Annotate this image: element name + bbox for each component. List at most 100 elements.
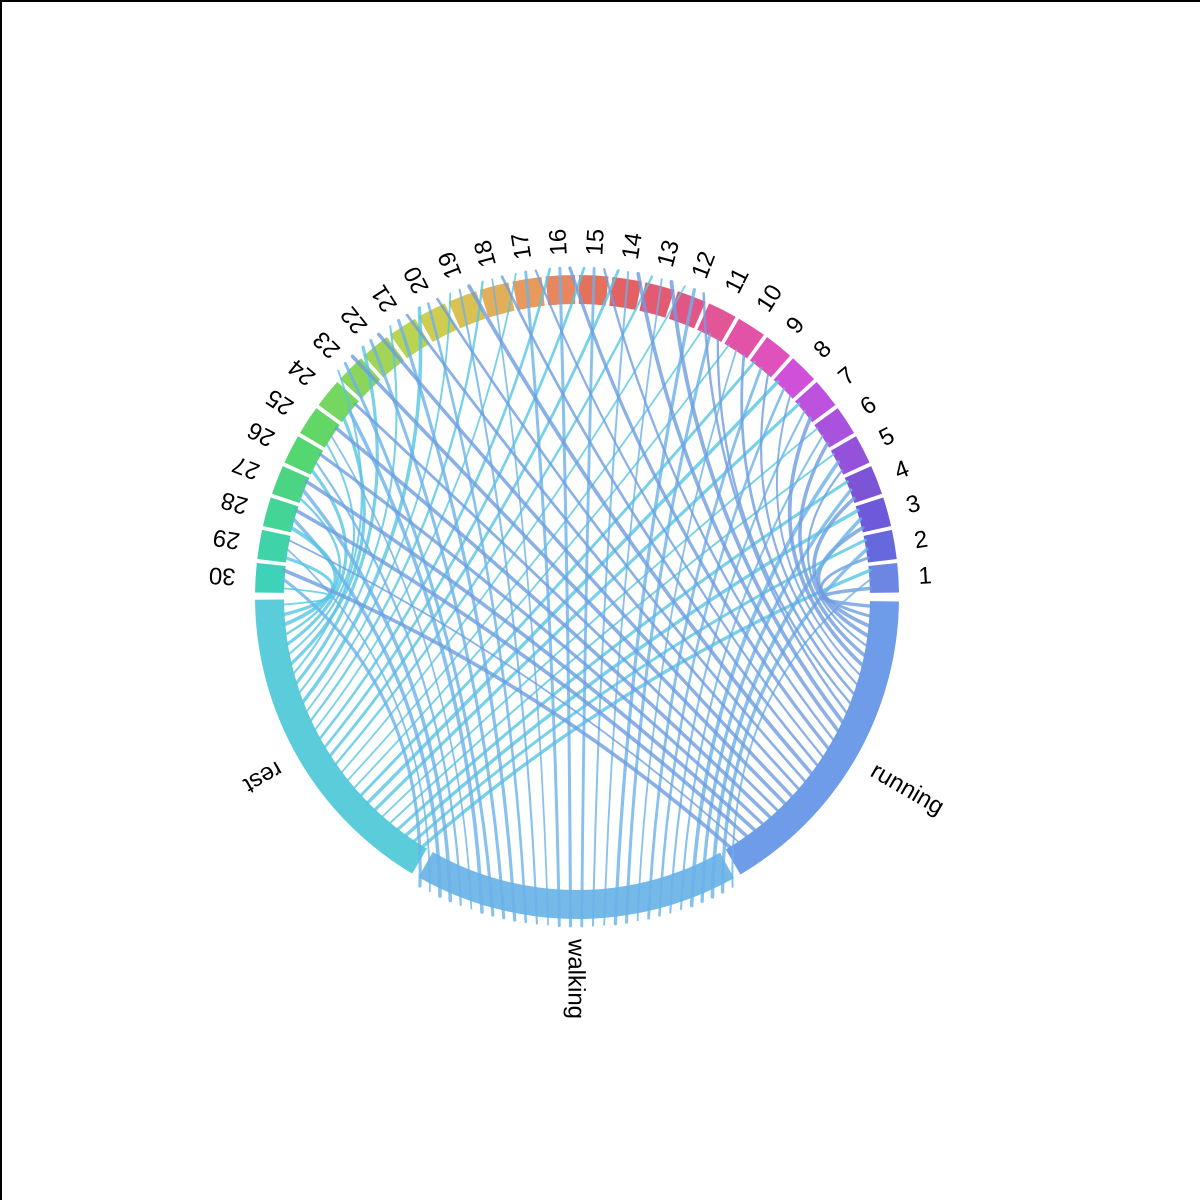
sector-label-8: 8 <box>808 335 837 364</box>
sector-arc-2 <box>863 529 897 563</box>
chord-link-20-rest <box>300 306 423 705</box>
chord-link-15-rest <box>323 266 586 750</box>
chord-link-3-running <box>816 525 872 629</box>
sector-label-19: 19 <box>433 248 468 283</box>
sector-arc-29 <box>257 529 291 563</box>
chord-link-11-rest <box>346 329 703 782</box>
sector-label-24: 24 <box>283 353 321 391</box>
sector-arc-18 <box>479 282 515 318</box>
sector-label-running: running <box>866 757 949 821</box>
chord-link-16-running <box>568 266 831 751</box>
chord-link-30-running <box>282 568 733 850</box>
sector-label-26: 26 <box>243 416 279 452</box>
chord-link-19-walking <box>458 288 538 925</box>
sector-label-28: 28 <box>218 486 251 519</box>
chord-link-10-walking <box>636 349 738 922</box>
chord-link-27-walking <box>301 488 453 903</box>
sector-label-10: 10 <box>751 280 788 317</box>
chord-links <box>281 266 873 928</box>
chord-link-28-rest <box>282 525 338 627</box>
chord-link-18-rest <box>309 280 484 723</box>
chord-link-14-rest <box>328 269 620 758</box>
chord-link-7-running <box>787 416 865 668</box>
sector-label-27: 27 <box>229 450 264 485</box>
sector-label-12: 12 <box>686 248 721 283</box>
sector-arc-12 <box>668 291 706 329</box>
chord-link-26-walking <box>314 460 462 906</box>
sector-label-14: 14 <box>617 231 648 262</box>
chord-link-12-running <box>702 292 849 715</box>
image-border-left <box>0 0 2 1200</box>
chord-link-4-rest <box>395 480 849 832</box>
chord-link-18-walking <box>491 278 549 926</box>
chord-link-20-running <box>436 297 807 784</box>
chord-link-14-running <box>636 271 841 734</box>
chord-link-13-running <box>669 279 845 725</box>
chord-link-8-walking <box>658 387 786 917</box>
sector-label-rest: rest <box>239 755 287 798</box>
chord-link-22-walking <box>369 339 506 920</box>
chord-link-9-walking <box>647 366 763 920</box>
sector-label-walking: walking <box>562 938 589 1019</box>
chord-link-18-running <box>500 275 820 768</box>
chord-link-5-walking <box>689 460 841 908</box>
sector-label-21: 21 <box>366 280 403 317</box>
sector-arc-rest <box>255 599 427 874</box>
sector-label-1: 1 <box>918 562 933 590</box>
chord-link-30-walking <box>281 577 422 888</box>
chord-link-4-walking <box>700 488 853 903</box>
chord-link-26-running <box>318 452 765 827</box>
sector-label-5: 5 <box>875 422 899 452</box>
image-border-top <box>0 0 1200 2</box>
sector-arc-running <box>725 601 899 875</box>
sector-arc-1 <box>868 562 899 593</box>
chord-link-27-running <box>304 479 758 833</box>
chord-link-21-running <box>405 313 801 791</box>
chord-link-22-running <box>377 332 795 799</box>
sector-arc-9 <box>749 337 791 378</box>
chord-link-21-walking <box>397 318 517 922</box>
chord-link-13-walking <box>603 278 663 926</box>
sector-label-11: 11 <box>719 264 754 298</box>
chord-link-24-running <box>353 402 780 813</box>
sector-label-29: 29 <box>211 523 242 554</box>
sector-arc-walking <box>418 852 735 919</box>
chord-link-29-rest <box>281 556 335 617</box>
sector-arc-5 <box>830 436 870 475</box>
sector-label-17: 17 <box>506 231 537 262</box>
chord-link-24-walking <box>347 409 484 914</box>
sector-arc-25 <box>299 408 340 448</box>
sector-arc-26 <box>284 436 324 475</box>
chord-link-5-running <box>806 469 868 648</box>
chord-link-15-running <box>603 267 835 742</box>
chord-link-14-walking <box>592 271 630 927</box>
chord-link-9-running <box>760 372 859 687</box>
sector-label-3: 3 <box>903 490 923 520</box>
chord-link-25-running <box>334 426 773 820</box>
chord-link-21-rest <box>298 325 398 695</box>
chord-link-10-running <box>740 353 856 696</box>
sector-arc-28 <box>262 497 299 533</box>
sector-arc-10 <box>724 318 764 359</box>
sector-label-6: 6 <box>855 391 881 421</box>
chord-link-24-rest <box>289 416 366 666</box>
sector-label-20: 20 <box>398 262 434 298</box>
chord-link-23-walking <box>343 361 495 917</box>
chord-link-30-rest <box>282 587 333 606</box>
sector-label-23: 23 <box>308 326 346 364</box>
chord-link-2-walking <box>720 547 869 894</box>
chord-link-19-running <box>467 284 814 776</box>
sector-arc-6 <box>814 408 855 448</box>
chord-link-6-rest <box>381 427 819 818</box>
sector-ring <box>255 275 899 919</box>
sector-label-2: 2 <box>912 526 930 555</box>
chord-link-17-running <box>534 269 825 759</box>
chord-link-4-running <box>812 496 871 638</box>
sector-arc-3 <box>855 497 892 533</box>
chord-link-12-walking <box>613 288 696 926</box>
chord-link-27-rest <box>284 497 342 636</box>
sector-label-30: 30 <box>208 561 236 590</box>
chord-link-5-rest <box>388 453 835 825</box>
